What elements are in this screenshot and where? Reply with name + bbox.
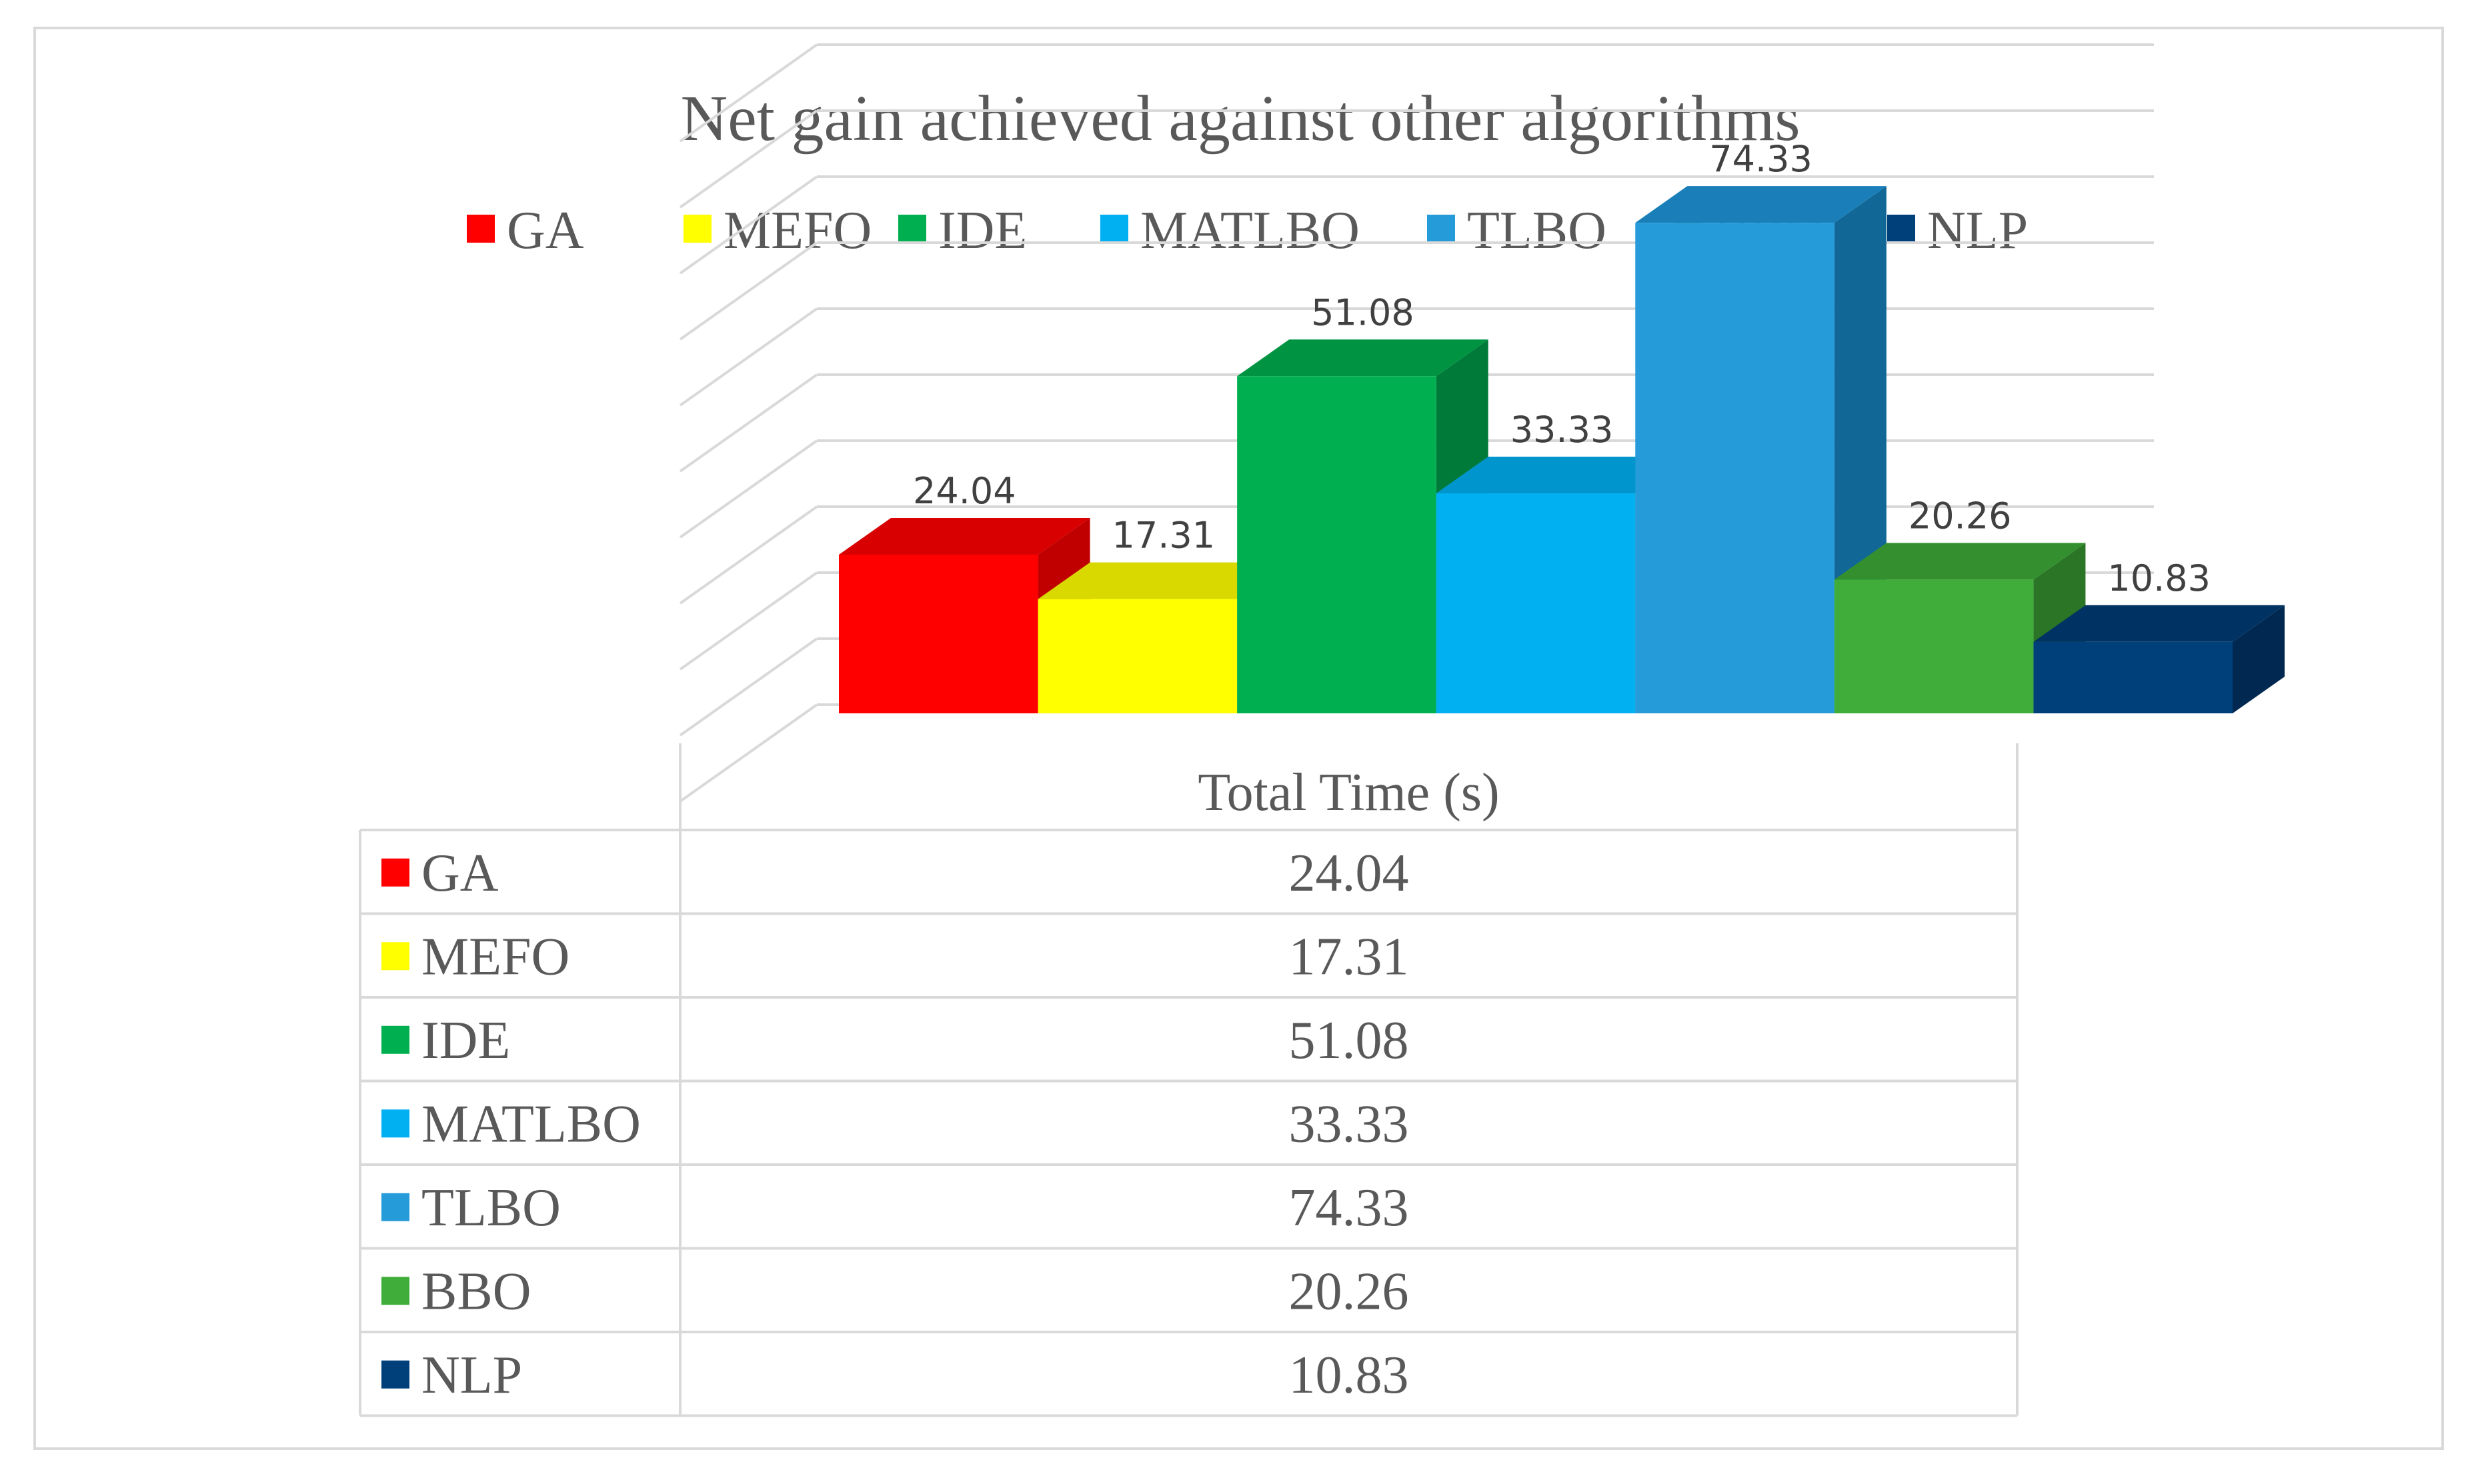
data-table: Total Time (s) GA 24.04 MEFO 17.31 IDE 51.08 MA…	[359, 743, 2019, 1417]
legend-label-ide: IDE	[938, 201, 1027, 260]
legend-item-ide: IDE	[898, 201, 1027, 260]
gridline-side-50	[679, 373, 818, 473]
table-swatch-matlbo	[381, 1109, 409, 1138]
table-swatch-tlbo	[381, 1193, 409, 1221]
gridline-side-10	[679, 637, 818, 737]
gridline-side-80	[679, 175, 818, 275]
bar-top-nlp	[2033, 605, 2285, 642]
legend-label-matlbo: MATLBO	[1140, 201, 1360, 260]
bar-top-ga	[839, 518, 1090, 555]
bar-side-nlp	[2233, 605, 2285, 713]
data-label-nlp: 10.83	[2107, 557, 2211, 599]
data-label-ide: 51.08	[1311, 291, 1414, 333]
legend-swatch-ga	[467, 215, 495, 243]
table-row-matlbo: MATLBO 33.33	[381, 1095, 1409, 1153]
bar-top-tlbo	[1635, 186, 1887, 223]
table-row-tlbo: TLBO 74.33	[381, 1179, 1409, 1237]
table-value-mefo: 17.31	[1289, 927, 1409, 986]
bar-front-mefo	[1038, 599, 1238, 713]
bar-front-matlbo	[1436, 493, 1636, 713]
table-value-bbo: 20.26	[1289, 1262, 1409, 1321]
legend-item-matlbo: MATLBO	[1100, 201, 1360, 260]
bar-top-matlbo	[1436, 457, 1688, 494]
table-value-matlbo: 33.33	[1289, 1095, 1409, 1153]
table-swatch-bbo	[381, 1277, 409, 1305]
table-swatch-ga	[381, 858, 409, 887]
table-row-nlp: NLP 10.83	[381, 1346, 1409, 1405]
table-series-name-tlbo: TLBO	[421, 1179, 561, 1237]
legend-swatch-ide	[898, 215, 926, 243]
data-label-ga: 24.04	[913, 470, 1016, 512]
gridline-side-60	[679, 307, 818, 407]
bar-front-nlp	[2033, 641, 2233, 713]
bar-front-tlbo	[1635, 223, 1834, 713]
bar-front-ga	[839, 555, 1038, 713]
gridline-side-90	[679, 109, 818, 209]
table-swatch-nlp	[381, 1360, 409, 1389]
legend-swatch-nlp	[1887, 215, 1915, 243]
bar-front-ide	[1237, 376, 1436, 713]
table-value-nlp: 10.83	[1289, 1346, 1409, 1405]
legend-item-tlbo: TLBO	[1427, 201, 1606, 260]
table-series-name-ide: IDE	[421, 1011, 510, 1070]
table-value-tlbo: 74.33	[1289, 1179, 1409, 1237]
bar-top-ide	[1237, 339, 1488, 377]
gridline-side-0	[679, 703, 818, 803]
table-row-ide: IDE 51.08	[381, 1011, 1409, 1070]
legend-label-nlp: NLP	[1927, 201, 2028, 260]
gridline-side-30	[679, 505, 818, 605]
bar-top-mefo	[1038, 562, 1290, 599]
bar-front-bbo	[1834, 579, 2034, 713]
bar-top-bbo	[1834, 543, 2086, 580]
legend-label-tlbo: TLBO	[1467, 201, 1606, 260]
chart-frame	[33, 27, 2444, 1450]
table-series-name-ga: GA	[421, 844, 499, 903]
legend-swatch-mefo	[684, 215, 712, 243]
table-row-bbo: BBO 20.26	[381, 1262, 1409, 1321]
table-series-name-matlbo: MATLBO	[421, 1095, 641, 1153]
table-row-ga: GA 24.04	[381, 844, 1409, 903]
gridline-side-20	[679, 571, 818, 671]
bars	[839, 186, 2285, 714]
bar-ga	[839, 518, 1090, 713]
bar-nlp	[2033, 605, 2285, 713]
table-value-ga: 24.04	[1289, 844, 1409, 903]
table-value-ide: 51.08	[1289, 1011, 1409, 1070]
legend-item-nlp: NLP	[1887, 201, 2028, 260]
table-series-name-bbo: BBO	[421, 1262, 531, 1321]
legend-swatch-tlbo	[1427, 215, 1455, 243]
plot-area: 24.04 17.31 51.08 33.33 74.33 20.26 10.83	[679, 43, 2285, 867]
table-series-name-mefo: MEFO	[421, 927, 569, 986]
table-row-mefo: MEFO 17.31	[381, 927, 1409, 986]
gridline-side-70	[679, 241, 818, 341]
gridline-side-40	[679, 439, 818, 539]
legend-item-mefo: MEFO	[684, 201, 872, 260]
table-swatch-mefo	[381, 942, 409, 971]
table-header-category: Total Time (s)	[1198, 763, 1499, 822]
data-label-bbo: 20.26	[1909, 495, 2012, 537]
table-swatch-ide	[381, 1025, 409, 1054]
gridline-side-100	[679, 43, 818, 143]
data-labels: 24.04 17.31 51.08 33.33 74.33 20.26 10.83	[913, 138, 2211, 599]
table-series-name-nlp: NLP	[421, 1346, 522, 1405]
legend-label-mefo: MEFO	[724, 201, 872, 260]
legend-item-ga: GA	[467, 201, 584, 260]
chart-title: Net gain achieved against other algorith…	[680, 83, 1800, 155]
legend-label-ga: GA	[507, 201, 584, 260]
data-label-matlbo: 33.33	[1510, 409, 1614, 451]
data-label-tlbo: 74.33	[1709, 138, 1812, 180]
legend-swatch-matlbo	[1100, 215, 1128, 243]
data-label-mefo: 17.31	[1112, 515, 1216, 557]
